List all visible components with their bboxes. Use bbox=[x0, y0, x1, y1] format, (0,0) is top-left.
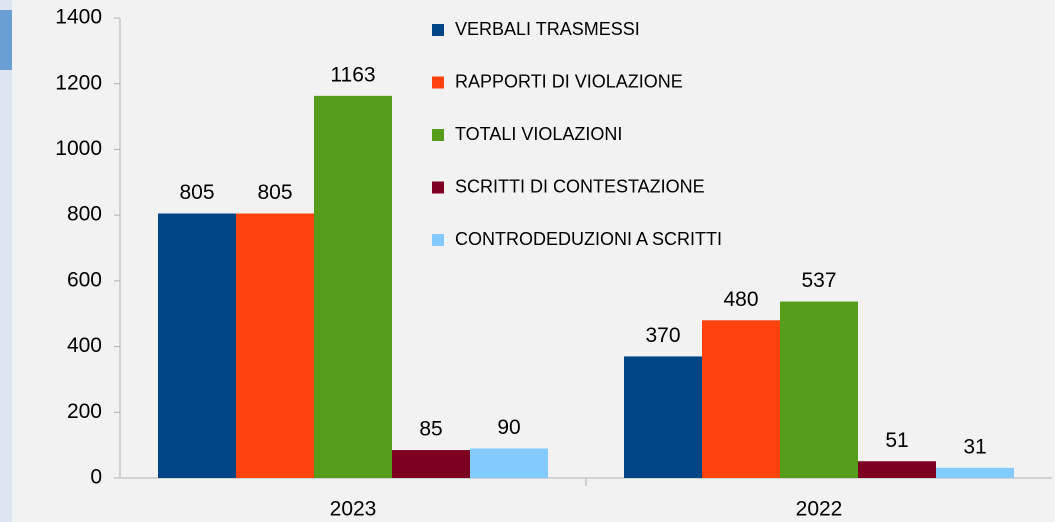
value-label: 51 bbox=[885, 429, 908, 452]
legend-swatch bbox=[432, 76, 444, 89]
x-tick-label: 2023 bbox=[330, 498, 377, 521]
side-accent bbox=[0, 10, 12, 70]
value-label: 805 bbox=[179, 181, 214, 204]
value-label: 537 bbox=[801, 269, 836, 292]
legend-label: RAPPORTI DI VIOLAZIONE bbox=[455, 71, 683, 91]
side-strip bbox=[0, 0, 12, 522]
bar bbox=[780, 301, 858, 478]
y-tick-label: 200 bbox=[67, 400, 102, 423]
bar bbox=[392, 450, 470, 478]
y-tick-label: 600 bbox=[67, 268, 102, 291]
bar bbox=[702, 320, 780, 478]
value-label: 31 bbox=[963, 435, 986, 458]
legend-swatch bbox=[432, 129, 444, 141]
legend-swatch bbox=[432, 181, 444, 194]
bar bbox=[936, 467, 1014, 478]
legend-swatch bbox=[432, 234, 444, 246]
legend-label: SCRITTI DI CONTESTAZIONE bbox=[455, 176, 705, 196]
y-tick-label: 800 bbox=[67, 203, 102, 226]
bar bbox=[858, 461, 936, 478]
legend-label: TOTALI VIOLAZIONI bbox=[455, 124, 622, 144]
y-tick-label: 1200 bbox=[55, 71, 102, 94]
bar bbox=[314, 95, 392, 478]
value-label: 90 bbox=[497, 416, 520, 439]
value-label: 1163 bbox=[330, 63, 375, 86]
value-label: 480 bbox=[723, 288, 758, 311]
y-tick-label: 1400 bbox=[55, 6, 102, 29]
x-tick-label: 2022 bbox=[796, 498, 843, 521]
value-label: 370 bbox=[645, 324, 680, 347]
y-tick-label: 400 bbox=[67, 334, 102, 357]
bar bbox=[158, 213, 236, 478]
legend-label: CONTRODEDUZIONI A SCRITTI bbox=[455, 229, 722, 249]
bar bbox=[624, 356, 702, 478]
legend-swatch bbox=[432, 24, 444, 36]
bar bbox=[470, 448, 548, 478]
bar bbox=[236, 213, 314, 478]
value-label: 85 bbox=[419, 418, 442, 441]
y-tick-label: 0 bbox=[90, 466, 102, 489]
value-label: 805 bbox=[257, 181, 292, 204]
legend-label: VERBALI TRASMESSI bbox=[455, 19, 640, 39]
y-tick-label: 1000 bbox=[55, 137, 102, 160]
